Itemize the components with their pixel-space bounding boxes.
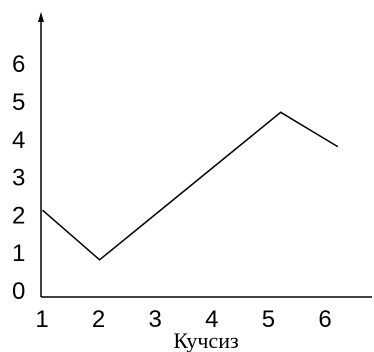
axes — [38, 12, 372, 298]
y-tick-label: 6 — [12, 51, 25, 78]
y-tick-label: 1 — [12, 240, 25, 267]
data-point — [336, 145, 339, 148]
x-tick-label: 4 — [205, 306, 218, 333]
x-tick-label: 1 — [35, 306, 48, 333]
y-tick-label: 5 — [12, 89, 25, 116]
x-tick-label: 6 — [318, 306, 331, 333]
y-tick-label: 3 — [12, 165, 25, 192]
x-tick-label: 2 — [92, 306, 105, 333]
y-tick-label: 4 — [12, 127, 25, 154]
y-tick-labels: 0 1 2 3 4 5 6 — [12, 51, 25, 305]
x-axis-label: Кучсиз — [173, 328, 238, 352]
x-tick-label: 3 — [149, 306, 162, 333]
y-tick-label: 2 — [12, 202, 25, 229]
y-axis-arrow — [38, 12, 44, 22]
data-point — [279, 111, 282, 114]
series-line-group — [42, 111, 339, 261]
data-point — [98, 259, 101, 261]
x-tick-label: 5 — [262, 306, 275, 333]
x-tick-labels: 1 2 3 4 5 6 — [35, 306, 331, 333]
series-line — [42, 111, 338, 261]
data-point — [42, 209, 44, 212]
y-tick-label: 0 — [12, 278, 25, 305]
